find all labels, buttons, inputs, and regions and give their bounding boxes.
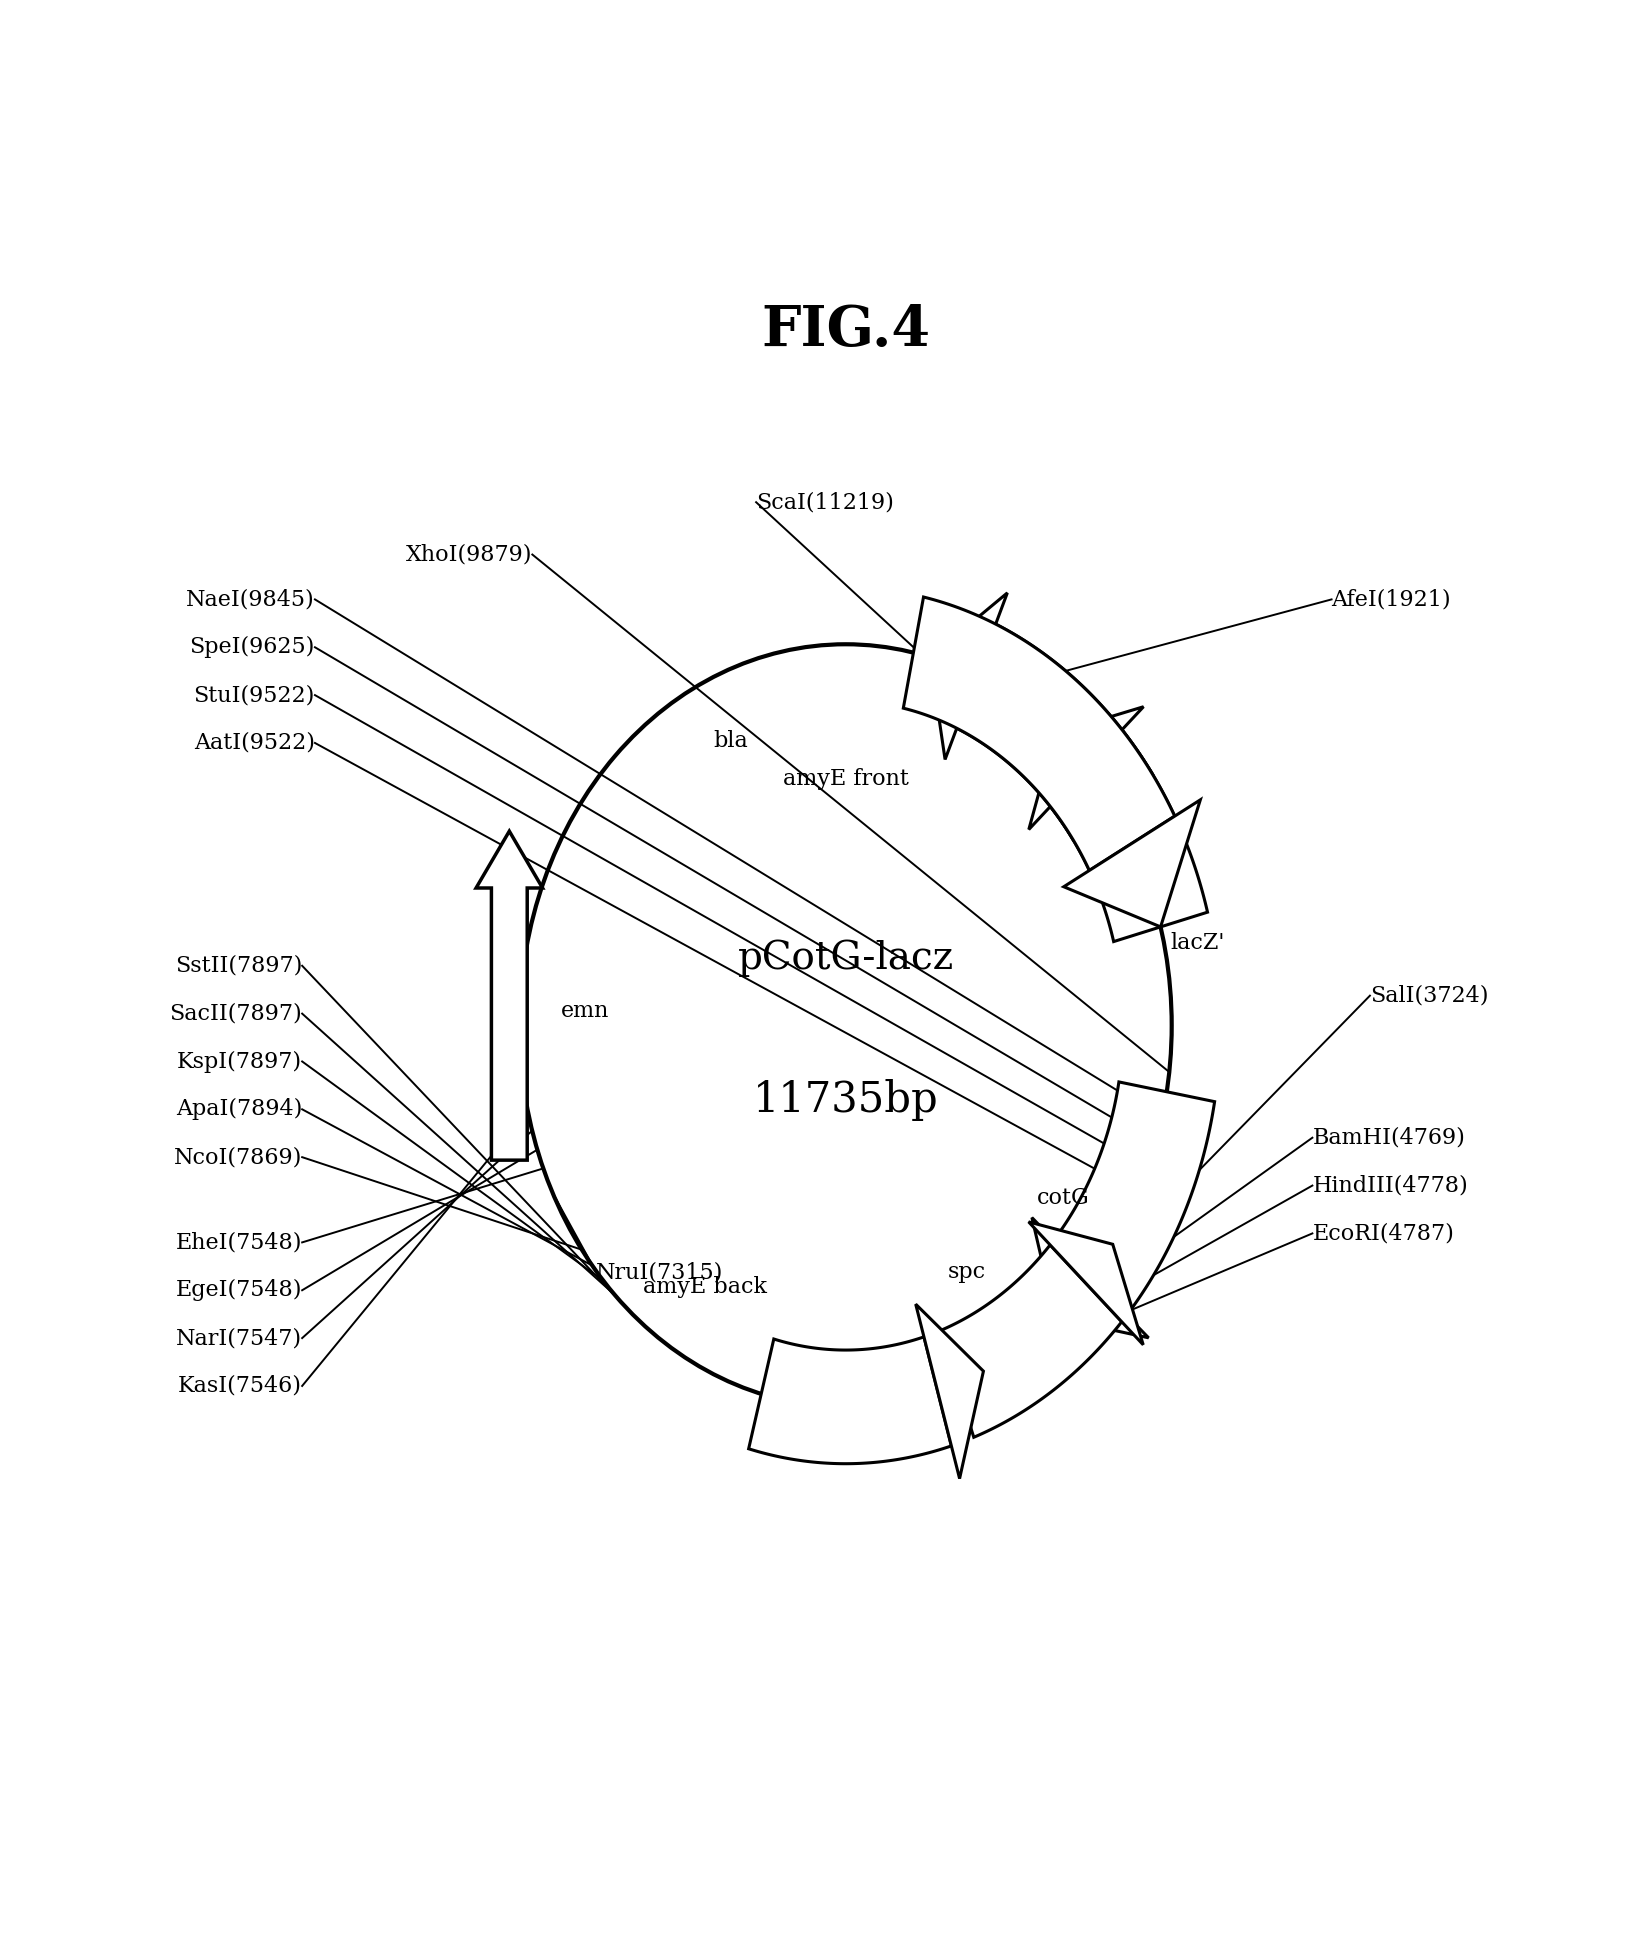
Text: NruI(7315): NruI(7315)	[596, 1260, 724, 1284]
Text: EcoRI(4787): EcoRI(4787)	[1312, 1222, 1454, 1245]
Text: spc: spc	[949, 1260, 987, 1284]
Text: AatI(9522): AatI(9522)	[195, 732, 315, 753]
Text: emn: emn	[561, 1000, 609, 1021]
Polygon shape	[957, 623, 1153, 839]
Text: NarI(7547): NarI(7547)	[177, 1326, 302, 1350]
Text: 11735bp: 11735bp	[752, 1080, 939, 1121]
Polygon shape	[940, 1245, 1122, 1437]
Text: amyE front: amyE front	[782, 767, 909, 790]
Text: KasI(7546): KasI(7546)	[178, 1375, 302, 1396]
Polygon shape	[1030, 707, 1143, 829]
Text: amyE back: amyE back	[644, 1276, 767, 1299]
Text: BamHI(4769): BamHI(4769)	[1312, 1126, 1465, 1150]
Polygon shape	[1031, 1218, 1148, 1338]
Text: StuI(9522): StuI(9522)	[193, 684, 315, 707]
Text: AfeI(1921): AfeI(1921)	[1332, 588, 1452, 610]
Text: bla: bla	[713, 730, 747, 752]
FancyArrow shape	[477, 831, 543, 1159]
Text: SstII(7897): SstII(7897)	[175, 955, 302, 977]
Text: EgeI(7548): EgeI(7548)	[175, 1280, 302, 1301]
Polygon shape	[1064, 800, 1200, 926]
Text: SacII(7897): SacII(7897)	[170, 1002, 302, 1025]
Polygon shape	[916, 1305, 983, 1478]
Polygon shape	[749, 1336, 952, 1464]
Polygon shape	[1028, 1222, 1143, 1344]
Text: pCotG-lacz: pCotG-lacz	[738, 940, 954, 977]
Text: SpeI(9625): SpeI(9625)	[190, 637, 315, 658]
Text: XhoI(9879): XhoI(9879)	[406, 544, 533, 565]
Text: KspI(7897): KspI(7897)	[177, 1051, 302, 1072]
Text: cotG: cotG	[1036, 1187, 1089, 1208]
Text: ApaI(7894): ApaI(7894)	[177, 1099, 302, 1121]
Text: HindIII(4778): HindIII(4778)	[1312, 1175, 1468, 1196]
Polygon shape	[1054, 1082, 1214, 1315]
Text: NcoI(7869): NcoI(7869)	[173, 1146, 302, 1169]
Text: SalI(3724): SalI(3724)	[1370, 985, 1488, 1006]
Text: FIG.4: FIG.4	[761, 303, 931, 357]
Text: EheI(7548): EheI(7548)	[175, 1231, 302, 1253]
Polygon shape	[1051, 730, 1208, 942]
Text: NaeI(9845): NaeI(9845)	[186, 588, 315, 610]
Polygon shape	[931, 592, 1008, 759]
Text: ScaI(11219): ScaI(11219)	[756, 491, 894, 513]
Polygon shape	[903, 596, 1175, 870]
Text: lacZ': lacZ'	[1170, 932, 1224, 954]
